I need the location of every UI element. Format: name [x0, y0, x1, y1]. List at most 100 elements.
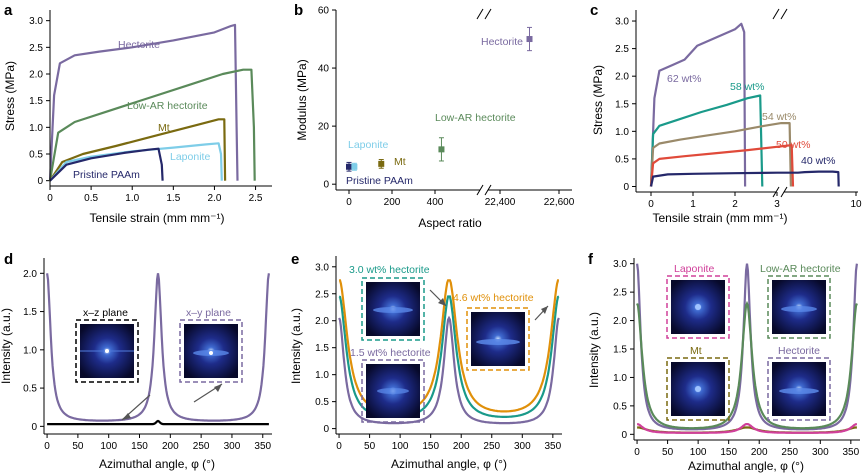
- panel-d-ytick-label: 2.0: [23, 269, 37, 280]
- panel-f-xtick-label: 200: [751, 447, 768, 458]
- panel-e-ytick-label: 0.5: [315, 397, 329, 408]
- panel-c-ytick-label: 1.0: [615, 127, 629, 138]
- panel-c-label-50: 50 wt%: [776, 139, 810, 151]
- panel-a-label-low-ar: Low-AR hectorite: [127, 100, 208, 112]
- panel-a-label-mt: Mt: [158, 122, 170, 134]
- panel-a-series-line: [48, 23, 239, 181]
- panel-b-ytick-label: 20: [318, 122, 330, 133]
- panel-f-xtick-label: 350: [842, 447, 859, 458]
- panel-e-label-30: 3.0 wt% hectorite: [349, 264, 430, 276]
- panel-b: b 0 200 400 22,400 22,600 0 20 40 60 Aspect rati…: [294, 2, 575, 230]
- panel-c-series-line: [649, 94, 764, 187]
- panel-f-xtick-label: 250: [781, 447, 798, 458]
- panel-b-xtick-label: 400: [427, 197, 444, 208]
- panel-c-xtick-label: 3: [774, 199, 780, 210]
- panel-b-points: [346, 26, 533, 172]
- panel-b-point: [346, 163, 352, 170]
- panel-b-xtick-label: 200: [384, 197, 401, 208]
- panel-f-series-line: [636, 300, 858, 430]
- panel-d-label-xz: x–z plane: [83, 307, 128, 319]
- panel-f-ytick-label: 1.0: [613, 373, 627, 384]
- panel-f-label-hectorite: Hectorite: [778, 345, 820, 357]
- panel-a-series-line: [49, 118, 227, 182]
- panel-b-xtick-label: 22,400: [485, 197, 516, 208]
- panel-e-xtick-label: 50: [364, 441, 376, 452]
- panel-f-xtick-label: 300: [812, 447, 829, 458]
- panel-b-point: [438, 146, 445, 153]
- panel-d-ytick-label: 1.0: [23, 345, 37, 356]
- panel-c-label-58: 58 wt%: [730, 81, 764, 93]
- panel-a-xtick-label: 1.0: [125, 193, 139, 204]
- panel-c: c 0 1 2 3 10 0 0.5 1.0 1.5 2.0 2.5 3.0 Tensile stra…: [590, 2, 862, 225]
- panel-c-xtick-label: 10: [850, 199, 862, 210]
- panel-e-arrowhead-30: [438, 298, 446, 306]
- panel-c-ytick-label: 1.5: [615, 99, 629, 110]
- panel-b-point: [526, 36, 533, 43]
- panel-d-lines: [46, 273, 270, 426]
- panel-f-lines: [636, 263, 858, 434]
- panel-e-ytick-label: 0: [323, 424, 329, 435]
- panel-b-point: [351, 163, 358, 170]
- panel-letter-c: c: [590, 2, 598, 19]
- panel-a-ytick-label: 3.0: [29, 16, 43, 27]
- panel-e-xtick-label: 100: [392, 441, 409, 452]
- panel-b-ticks: 0 200 400 22,400 22,600 0 20 40 60: [318, 6, 575, 209]
- panel-c-series-line: [649, 22, 747, 187]
- panel-e-xtick-label: 150: [422, 441, 439, 452]
- panel-a-lines: [48, 23, 256, 182]
- panel-b-label-laponite: Laponite: [348, 139, 388, 151]
- panel-e: e 0 50 100 150 200 250 300 350 0 0.5 1.0 1.5 2.0 2.5 3…: [289, 251, 562, 471]
- panel-a-series-line: [49, 147, 164, 182]
- panel-a-xtick-label: 0: [47, 193, 53, 204]
- panel-e-xtick-label: 200: [453, 441, 470, 452]
- panel-a-series-line: [48, 68, 256, 181]
- panel-f-xtick-label: 0: [634, 447, 640, 458]
- panel-f-xtick-label: 50: [662, 447, 674, 458]
- panel-e-xtick-label: 250: [483, 441, 500, 452]
- panel-b-ytick-label: 60: [318, 6, 330, 17]
- panel-d-xtick-label: 300: [224, 441, 241, 452]
- panel-a-series-line: [49, 142, 223, 182]
- panel-d-ylabel: Intensity (a.u.): [0, 308, 13, 384]
- panel-d-ytick-label: 0: [31, 422, 37, 433]
- panel-b-axis-break: [476, 8, 492, 196]
- panel-d-ytick-label: 0.5: [23, 384, 37, 395]
- panel-f-ytick-label: 2.5: [613, 288, 627, 299]
- panel-c-ytick-label: 0: [623, 182, 629, 193]
- panel-c-ylabel: Stress (MPa): [591, 65, 605, 135]
- panel-d-ytick-label: 1.5: [23, 307, 37, 318]
- panel-d-xtick-label: 250: [193, 441, 210, 452]
- panel-f-ytick-label: 1.5: [613, 345, 627, 356]
- panel-c-axis-break: [772, 8, 788, 198]
- panel-e-ytick-label: 2.5: [315, 289, 329, 300]
- panel-e-inset-15: [361, 359, 425, 423]
- panel-b-label-paam: Pristine PAAm: [346, 175, 413, 187]
- panel-f-ytick-label: 0.5: [613, 401, 627, 412]
- panel-a-ytick-label: 1.0: [29, 123, 43, 134]
- panel-a-xtick-label: 2.5: [249, 193, 263, 204]
- panel-f-xlabel: Azimuthal angle, φ (°): [688, 459, 804, 473]
- panel-c-xtick-label: 2: [732, 199, 738, 210]
- panel-a-xtick-label: 1.5: [166, 193, 180, 204]
- panel-d-xlabel: Azimuthal angle, φ (°): [99, 457, 215, 471]
- panel-d-series-line: [47, 419, 269, 426]
- panel-f-ticks: 0 50 100 150 200 250 300 350 0 0.5 1.0 1.5 2.0 2.5 3.0: [613, 259, 860, 458]
- panel-e-xtick-label: 0: [336, 441, 342, 452]
- panel-f-ytick-label: 3.0: [613, 259, 627, 270]
- panel-e-label-15: 1.5 wt% hectorite: [350, 347, 431, 359]
- panel-f: f 0 50 100 150 200 250 300 350 0 0.5 1.0 1.5 2.0 2.5 3…: [587, 251, 860, 473]
- panel-c-label-62: 62 wt%: [667, 73, 701, 85]
- panel-b-ytick-label: 40: [318, 64, 330, 75]
- panel-f-inset-low-ar: [767, 275, 831, 339]
- panel-b-label-low-ar: Low-AR hectorite: [435, 112, 516, 124]
- panel-f-xtick-label: 100: [690, 447, 707, 458]
- panel-d-xtick-label: 50: [72, 441, 84, 452]
- panel-e-ylabel: Intensity (a.u.): [289, 308, 303, 384]
- panel-f-label-laponite: Laponite: [674, 263, 714, 275]
- panel-c-ytick-label: 2.5: [615, 44, 629, 55]
- panel-letter-a: a: [4, 2, 13, 19]
- panel-e-inset-46: [466, 307, 530, 371]
- panel-d-xtick-label: 200: [162, 441, 179, 452]
- panel-a-label-paam: Pristine PAAm: [73, 169, 140, 181]
- panel-letter-e: e: [291, 251, 299, 268]
